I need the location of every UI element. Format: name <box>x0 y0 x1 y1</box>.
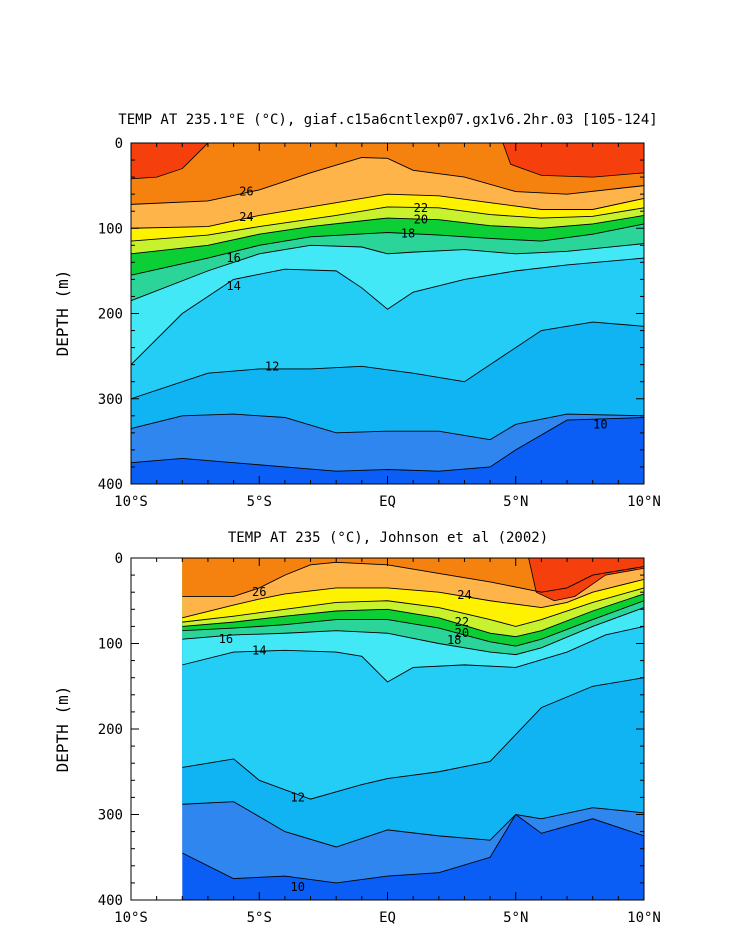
x-tick-label: 5°N <box>503 910 528 926</box>
y-tick-label: 300 <box>98 808 123 824</box>
y-tick-label: 300 <box>98 392 123 408</box>
y-tick-label: 100 <box>98 221 123 237</box>
contour-line-24 <box>182 578 645 619</box>
contour-label-16: 16 <box>226 251 240 265</box>
contour-line-16 <box>182 607 645 656</box>
y-tick-label: 0 <box>115 136 123 152</box>
contour-line-18 <box>130 223 645 276</box>
contour-line-12 <box>182 677 645 800</box>
contour-line-24 <box>130 193 645 229</box>
x-tick-label: EQ <box>379 494 396 510</box>
contour-label-14: 14 <box>226 279 240 293</box>
top-panel-title: TEMP AT 235.1°E (°C), giaf.c15a6cntlexp0… <box>118 112 657 128</box>
x-tick-label: 5°N <box>503 494 528 510</box>
contour-line-20 <box>130 215 645 255</box>
x-tick-label: EQ <box>379 910 396 926</box>
contour-label-12: 12 <box>290 790 304 804</box>
contour-line-12 <box>130 321 645 400</box>
contour-label-24: 24 <box>239 210 253 224</box>
x-tick-label: 10°N <box>627 494 661 510</box>
top-panel-ylabel: DEPTH (m) <box>53 270 72 357</box>
y-tick-label: 0 <box>115 551 123 567</box>
contour-line-14 <box>182 625 645 683</box>
top-panel: TEMP AT 235.1°E (°C), giaf.c15a6cntlexp0… <box>53 112 661 510</box>
axes: 10°S 5°S EQ 5°N 10°N 0 100 200 300 400 <box>98 136 661 510</box>
contour-line-11 <box>182 801 645 848</box>
contour-line-10 <box>182 813 645 884</box>
contour-label-18: 18 <box>447 633 461 647</box>
contour-line-22 <box>182 587 645 627</box>
x-tick-label: 5°S <box>247 910 272 926</box>
contour-line-14 <box>130 257 645 365</box>
contour-label-20: 20 <box>414 213 428 227</box>
x-tick-label: 10°N <box>627 910 661 926</box>
contour-line-16 <box>130 243 645 302</box>
contour-label-14: 14 <box>252 643 266 657</box>
y-tick-label: 200 <box>98 722 123 738</box>
contour-label-10: 10 <box>290 880 304 894</box>
temperature-fill-layers <box>182 557 645 900</box>
contour-label-24: 24 <box>457 588 471 602</box>
bottom-panel-title: TEMP AT 235 (°C), Johnson et al (2002) <box>228 530 548 546</box>
bottom-panel: TEMP AT 235 (°C), Johnson et al (2002) D… <box>53 530 661 926</box>
contour-label-26: 26 <box>252 585 266 599</box>
contour-label-18: 18 <box>401 226 415 240</box>
x-tick-label: 5°S <box>247 494 272 510</box>
contour-label-22: 22 <box>414 201 428 215</box>
contour-line-20 <box>182 593 645 638</box>
x-tick-label: 10°S <box>114 910 148 926</box>
y-tick-label: 100 <box>98 637 123 653</box>
contour-label-26: 26 <box>239 185 253 199</box>
x-tick-label: 10°S <box>114 494 148 510</box>
contour-label-16: 16 <box>219 632 233 646</box>
fill-band-above-26-warm <box>182 558 645 597</box>
contour-line-22 <box>130 206 645 242</box>
contour-line-11 <box>130 413 645 441</box>
bottom-panel-ylabel: DEPTH (m) <box>53 686 72 773</box>
contour-label-10: 10 <box>593 417 607 431</box>
y-tick-label: 200 <box>98 307 123 323</box>
y-tick-label: 400 <box>98 893 123 909</box>
contour-label-22: 22 <box>455 615 469 629</box>
contour-line-10 <box>130 417 645 472</box>
contour-label-12: 12 <box>265 359 279 373</box>
contour-label-20: 20 <box>455 626 469 640</box>
y-tick-label: 400 <box>98 477 123 493</box>
axes: 10°S 5°S EQ 5°N 10°N 0 100 200 300 400 <box>98 551 661 926</box>
contour-line-26 <box>130 157 645 205</box>
contour-line-18 <box>182 600 645 647</box>
